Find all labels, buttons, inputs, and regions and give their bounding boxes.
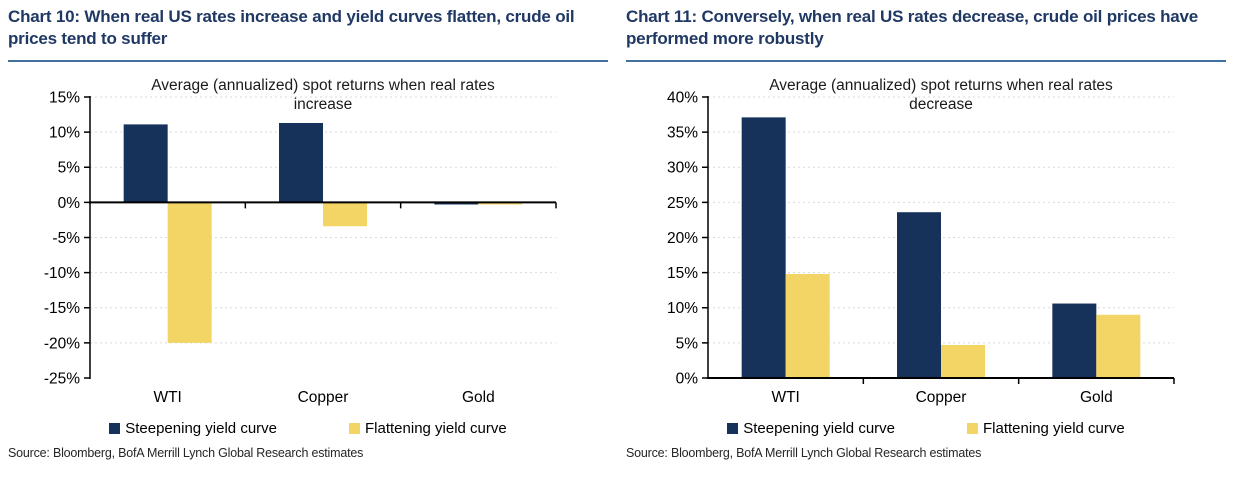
bar-flattening-wti <box>167 202 212 343</box>
y-axis-label: -20% <box>44 335 80 352</box>
chart-title-line: Average (annualized) spot returns when r… <box>151 77 495 94</box>
y-axis-label: 0% <box>58 195 81 212</box>
y-axis-label: 15% <box>667 265 698 282</box>
chart-legend: Steepening yield curve Flattening yield … <box>8 415 608 441</box>
chart-legend: Steepening yield curve Flattening yield … <box>626 415 1226 441</box>
chart-title-line: Average (annualized) spot returns when r… <box>769 77 1113 94</box>
bar-flattening-gold <box>478 202 523 205</box>
bar-steepening-gold <box>434 202 479 205</box>
y-axis-label: 20% <box>667 230 698 247</box>
chart-title-line: decrease <box>909 96 973 113</box>
x-axis-label-wti: WTI <box>153 389 181 406</box>
x-axis-label-gold: Gold <box>1080 389 1113 406</box>
x-axis-label-gold: Gold <box>462 389 495 406</box>
source-note: Source: Bloomberg, BofA Merrill Lynch Gl… <box>8 446 364 460</box>
legend-item-flattening: Flattening yield curve <box>967 420 1125 437</box>
legend-item-steepening: Steepening yield curve <box>109 420 277 437</box>
y-axis-label: -10% <box>44 265 80 282</box>
x-axis-label-copper: Copper <box>298 389 349 406</box>
legend-item-steepening: Steepening yield curve <box>727 420 895 437</box>
legend-label-steepening: Steepening yield curve <box>743 419 895 437</box>
bar-flattening-wti <box>785 274 830 378</box>
bar-steepening-copper <box>897 212 941 378</box>
bar-chart-rates-decrease: Average (annualized) spot returns when r… <box>667 77 1175 406</box>
y-axis-label: 40% <box>667 89 698 106</box>
legend-label-flattening: Flattening yield curve <box>365 419 507 437</box>
x-axis-label-copper: Copper <box>916 389 967 406</box>
panel-title: Chart 10: When real US rates increase an… <box>8 6 608 62</box>
y-axis-label: 5% <box>676 335 699 352</box>
panel-title: Chart 11: Conversely, when real US rates… <box>626 6 1226 62</box>
bar-steepening-copper <box>279 122 323 203</box>
chart-title-line: increase <box>294 96 353 113</box>
y-axis-label: 35% <box>667 125 698 142</box>
y-axis-label: -25% <box>44 370 80 387</box>
legend-label-steepening: Steepening yield curve <box>125 419 277 437</box>
legend-swatch-flattening <box>967 422 978 434</box>
bar-steepening-wti <box>741 117 786 378</box>
bar-steepening-wti <box>123 124 168 203</box>
legend-label-flattening: Flattening yield curve <box>983 419 1125 437</box>
y-axis-label: -5% <box>52 230 80 247</box>
legend-swatch-flattening <box>349 422 360 434</box>
y-axis-label: -15% <box>44 300 80 317</box>
bar-flattening-gold <box>1096 314 1141 378</box>
y-axis-label: 15% <box>49 89 80 106</box>
legend-item-flattening: Flattening yield curve <box>349 420 507 437</box>
y-axis-label: 30% <box>667 160 698 177</box>
panel-chart-10: Chart 10: When real US rates increase an… <box>8 6 608 460</box>
source-note: Source: Bloomberg, BofA Merrill Lynch Gl… <box>626 446 982 460</box>
legend-swatch-steepening <box>109 422 121 434</box>
legend-swatch-steepening <box>727 422 739 434</box>
panel-chart-11: Chart 11: Conversely, when real US rates… <box>618 0 1236 483</box>
y-axis-label: 0% <box>676 370 699 387</box>
bar-steepening-gold <box>1052 303 1097 378</box>
y-axis-label: 10% <box>49 125 80 142</box>
bar-flattening-copper <box>323 202 367 227</box>
bar-chart-rates-increase: Average (annualized) spot returns when r… <box>44 77 557 406</box>
bar-flattening-copper <box>941 344 985 378</box>
y-axis-label: 10% <box>667 300 698 317</box>
y-axis-label: 25% <box>667 195 698 212</box>
x-axis-label-wti: WTI <box>771 389 799 406</box>
y-axis-label: 5% <box>58 160 81 177</box>
